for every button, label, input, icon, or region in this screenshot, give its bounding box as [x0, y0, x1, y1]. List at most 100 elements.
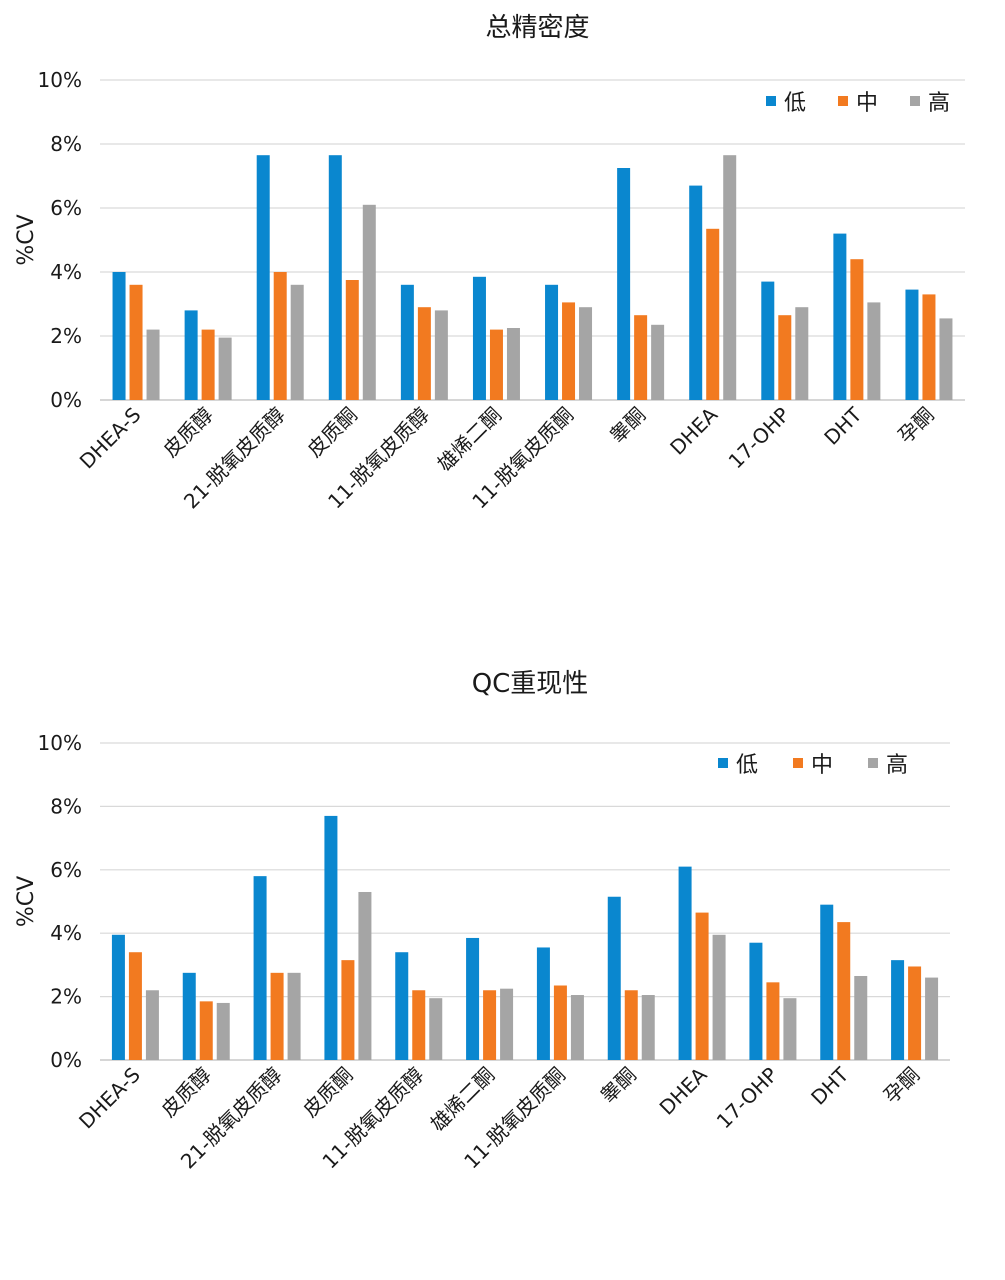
bar-高-0	[146, 329, 160, 400]
bar-高-1	[218, 337, 232, 400]
chart-total-precision: 总精密度 0% 2% 4% 6% 8% 10% %CV DHEA-S 皮质醇 21-脱氧皮质醇 皮质酮…	[0, 0, 1005, 600]
bar-低-4	[395, 952, 409, 1060]
legend-label: 高	[928, 91, 950, 116]
bar-低-2	[256, 155, 270, 400]
bar-低-4	[400, 284, 414, 400]
y-tick-label: 4%	[50, 921, 82, 945]
x-category-label: 皮质醇	[156, 1063, 215, 1122]
bar-中-7	[624, 990, 638, 1060]
legend-swatch	[910, 96, 920, 106]
legend-label: 中	[856, 91, 878, 116]
bar-低-7	[617, 168, 631, 400]
bar-低-2	[253, 876, 267, 1060]
bar-中-2	[270, 972, 284, 1060]
bar-中-8	[695, 912, 709, 1060]
bar-低-10	[833, 233, 847, 400]
x-category-label: 17-OHP	[712, 1063, 783, 1134]
bar-中-11	[922, 294, 936, 400]
bar-中-0	[129, 284, 143, 400]
bar-高-3	[362, 204, 376, 400]
bar-低-1	[182, 972, 196, 1060]
bar-中-5	[483, 990, 497, 1060]
y-tick-label: 6%	[50, 858, 82, 882]
bar-中-1	[199, 1001, 213, 1060]
y-tick-label: 0%	[50, 1048, 82, 1072]
y-axis-label: %CV	[14, 214, 39, 265]
bar-低-5	[472, 276, 486, 400]
x-category-label: 皮质醇	[158, 403, 217, 462]
bar-中-10	[850, 259, 864, 400]
legend-label: 中	[811, 753, 833, 778]
bar-中-2	[273, 272, 287, 400]
bar-低-0	[112, 272, 126, 400]
x-category-label: 皮质酮	[302, 403, 361, 462]
bar-低-3	[324, 815, 338, 1060]
chart-qc-reproducibility: QC重现性 0% 2% 4% 6% 8% 10% %CV DHEA-S 皮质醇 21-脱氧皮质醇 皮质…	[0, 660, 1005, 1260]
bar-中-9	[766, 982, 780, 1060]
x-category-label: DHEA-S	[75, 403, 146, 474]
bar-中-8	[706, 228, 720, 400]
bar-中-4	[417, 307, 431, 400]
bar-高-7	[651, 324, 665, 400]
x-category-label: DHT	[806, 1062, 854, 1110]
y-axis-label: %CV	[14, 876, 39, 927]
x-category-label: 17-OHP	[724, 403, 795, 474]
bar-中-6	[553, 985, 567, 1060]
bar-低-9	[749, 942, 763, 1060]
y-tick-label: 8%	[50, 794, 82, 818]
x-category-label: 皮质酮	[298, 1063, 357, 1122]
bar-中-11	[908, 966, 922, 1060]
legend-swatch	[868, 758, 878, 768]
x-category-label: DHT	[819, 402, 867, 450]
y-tick-label: 8%	[50, 132, 82, 156]
bar-低-0	[111, 934, 125, 1060]
bar-低-6	[536, 947, 550, 1060]
bar-高-9	[795, 307, 809, 400]
bar-中-3	[345, 280, 359, 400]
bar-高-8	[712, 934, 726, 1060]
x-category-label: 孕酮	[893, 403, 938, 448]
y-tick-label: 10%	[38, 68, 82, 92]
legend-label: 低	[784, 91, 806, 116]
y-tick-label: 4%	[50, 260, 82, 284]
bar-高-2	[290, 284, 304, 400]
bar-低-11	[905, 289, 919, 400]
x-category-label: DHEA-S	[74, 1063, 145, 1134]
bar-高-11	[925, 977, 939, 1060]
bar-高-5	[500, 988, 514, 1060]
bar-中-5	[489, 329, 503, 400]
bar-中-0	[128, 952, 142, 1060]
bar-低-1	[184, 310, 198, 400]
bar-高-10	[854, 975, 868, 1060]
chart-title: 总精密度	[485, 13, 589, 43]
bar-高-9	[783, 998, 797, 1060]
y-tick-label: 6%	[50, 196, 82, 220]
bar-中-1	[201, 329, 215, 400]
y-tick-label: 2%	[50, 985, 82, 1009]
bar-低-7	[607, 896, 621, 1060]
bar-中-6	[562, 302, 576, 400]
bar-高-3	[358, 891, 372, 1060]
chart-title: QC重现性	[472, 669, 589, 699]
bar-高-4	[434, 310, 448, 400]
bar-低-5	[466, 937, 480, 1060]
legend-swatch	[766, 96, 776, 106]
bar-低-3	[328, 155, 342, 400]
bar-高-6	[570, 995, 584, 1060]
bar-中-10	[837, 922, 851, 1060]
legend-swatch	[838, 96, 848, 106]
x-category-label: 睾酮	[605, 403, 650, 448]
bar-低-6	[545, 284, 559, 400]
bar-高-2	[287, 972, 301, 1060]
bar-中-4	[412, 990, 426, 1060]
legend-swatch	[793, 758, 803, 768]
bar-高-7	[641, 995, 655, 1060]
x-category-label: 孕酮	[879, 1063, 924, 1108]
legend-label: 高	[886, 753, 908, 778]
bar-高-11	[939, 318, 953, 400]
legend-label: 低	[736, 753, 758, 778]
bar-低-9	[761, 281, 775, 400]
legend-swatch	[718, 758, 728, 768]
